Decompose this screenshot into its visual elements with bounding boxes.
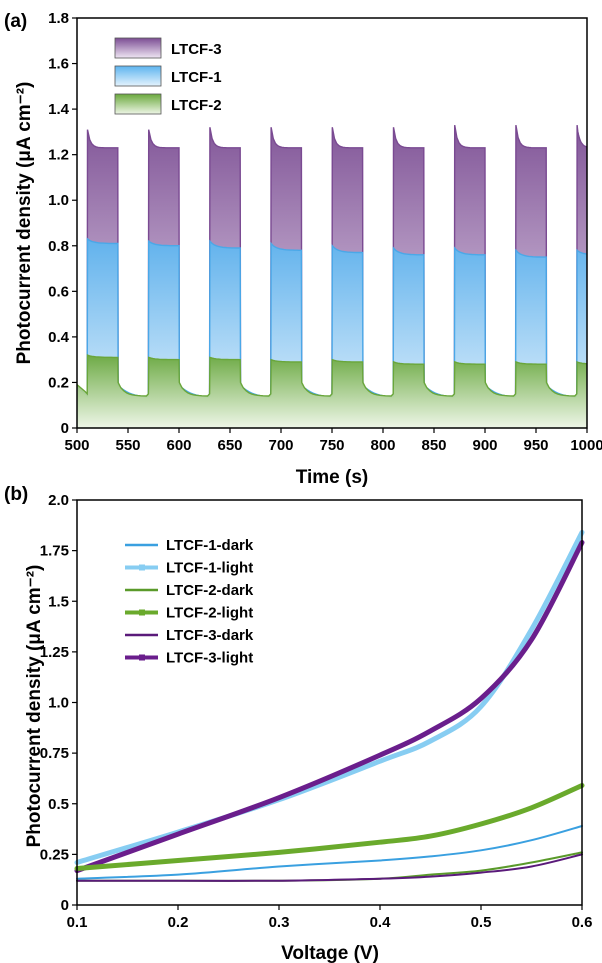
- panel-b-x-tick-label: 0.1: [67, 914, 88, 931]
- panel-a-plot-area: [76, 124, 588, 428]
- panel-a-legend-swatch-ltcf-1: [114, 65, 162, 87]
- panel-b-legend-marker-ltcf-3-light: [139, 654, 145, 661]
- panel-b-y-axis-label: Photocurrent density (μA cm⁻²): [24, 565, 45, 848]
- panel-a-x-tick-label: 800: [370, 437, 395, 454]
- panel-a-x-tick-label: 600: [166, 437, 191, 454]
- panel-a-legend-swatch-ltcf-2: [114, 93, 162, 115]
- panel-a-x-tick-label: 500: [64, 437, 89, 454]
- panel-a-x-tick-label: 1000: [570, 437, 602, 454]
- panel-b-legend-marker-ltcf-2-light: [139, 609, 145, 616]
- panel-b-line-ltcf-1-dark: [76, 825, 583, 880]
- panel-b-y-tick-label: 1.75: [40, 543, 69, 560]
- panel-a-y-tick-label: 0.6: [48, 283, 69, 300]
- panel-b-line-ltcf-3-light: [74, 540, 585, 874]
- panel-a-legend-label-ltcf-2: LTCF-2: [171, 97, 222, 114]
- panel-b-legend-marker-ltcf-1-light: [139, 564, 145, 571]
- panel-b-y-tick-label: 2.0: [48, 492, 69, 509]
- panel-b-legend-label-ltcf-1-light: LTCF-1-light: [166, 560, 253, 577]
- panel-b-legend-label-ltcf-3-light: LTCF-3-light: [166, 650, 253, 667]
- panel-a-legend-swatch-ltcf-3: [114, 37, 162, 59]
- panel-a-y-tick-label: 0.4: [48, 329, 70, 346]
- panel-b-y-tick-label: 1.25: [40, 644, 69, 661]
- panel-b-x-ticks: 0.1 0.2 0.3 0.4 0.5 0.6: [67, 905, 593, 931]
- panel-b-legend-label-ltcf-1-dark: LTCF-1-dark: [166, 537, 254, 554]
- panel-b-x-tick-label: 0.4: [370, 914, 392, 931]
- panel-a-y-tick-label: 1.8: [48, 10, 69, 27]
- panel-b-legend: LTCF-1-dark LTCF-1-light LTCF-2-dark LTCF-2…: [125, 537, 254, 667]
- panel-b-y-tick-label: 0: [61, 897, 69, 914]
- panel-b-line-ltcf-2-light: [74, 783, 585, 871]
- panel-a-legend-label-ltcf-3: LTCF-3: [171, 41, 222, 58]
- panel-a-line-ltcf-1: [76, 237, 588, 398]
- panel-b-chart: (b) 0.1 0.2 0.3 0.4 0.5 0.6 0 0.25 0.5 0.75 1.0 1.…: [4, 484, 592, 963]
- panel-b-line-ltcf-1-light: [74, 529, 585, 865]
- panel-a-x-tick-label: 900: [472, 437, 497, 454]
- panel-b-y-tick-label: 0.75: [40, 745, 69, 762]
- panel-b-y-ticks: 0 0.25 0.5 0.75 1.0 1.25 1.5 1.75 2.0: [40, 492, 77, 914]
- panel-b-line-ltcf-3-dark: [76, 853, 583, 882]
- panel-b-y-tick-label: 1.0: [48, 695, 69, 712]
- panel-a-line-ltcf-2: [76, 354, 588, 397]
- panel-b-legend-label-ltcf-3-dark: LTCF-3-dark: [166, 627, 254, 644]
- panel-b-y-tick-label: 1.5: [48, 593, 69, 610]
- panel-a-y-ticks: 0 0.2 0.4 0.6 0.8 1.0 1.2 1.4 1.6 1.8: [48, 10, 77, 437]
- panel-a-label: (a): [4, 11, 27, 32]
- panel-a-x-tick-label: 750: [319, 437, 344, 454]
- panel-a-x-tick-label: 950: [523, 437, 548, 454]
- panel-b-y-tick-label: 0.5: [48, 796, 69, 813]
- panel-b-x-axis-label: Voltage (V): [281, 943, 379, 963]
- panel-b-legend-label-ltcf-2-light: LTCF-2-light: [166, 605, 253, 622]
- panel-a-legend-label-ltcf-1: LTCF-1: [171, 69, 222, 86]
- panel-a-x-tick-label: 850: [421, 437, 446, 454]
- panel-a-x-tick-label: 700: [268, 437, 293, 454]
- panel-b-x-tick-label: 0.3: [269, 914, 290, 931]
- panel-b-x-tick-label: 0.6: [572, 914, 593, 931]
- panel-a-y-tick-label: 1.0: [48, 192, 69, 209]
- panel-a-x-axis-label: Time (s): [296, 467, 369, 488]
- panel-a-chart: (a) 500 550 600 650 700 750 800 850 900 950 1000 0…: [4, 10, 602, 488]
- panel-b-legend-label-ltcf-2-dark: LTCF-2-dark: [166, 582, 254, 599]
- panel-a-area-ltcf-2: [77, 355, 587, 428]
- panel-a-x-ticks: 500 550 600 650 700 750 800 850 900 950 1000: [64, 428, 602, 454]
- panel-b-plot-area: [74, 529, 585, 882]
- panel-a-y-tick-label: 0.8: [48, 238, 69, 255]
- panel-a-y-tick-label: 1.4: [48, 101, 70, 118]
- panel-a-y-tick-label: 1.6: [48, 56, 69, 73]
- panel-a-legend: LTCF-3 LTCF-1 LTCF-2: [114, 37, 222, 115]
- panel-a-line-ltcf-3: [76, 124, 588, 400]
- panel-a-y-axis-label: Photocurrent density (μA cm⁻²): [14, 82, 35, 365]
- panel-b-label: (b): [4, 484, 28, 505]
- panel-a-x-tick-label: 550: [115, 437, 140, 454]
- panel-a-y-tick-label: 1.2: [48, 147, 69, 164]
- panel-b-x-tick-label: 0.2: [168, 914, 189, 931]
- panel-b-x-tick-label: 0.5: [471, 914, 492, 931]
- panel-a-y-tick-label: 0.2: [48, 374, 69, 391]
- panel-a-y-tick-label: 0: [61, 420, 69, 437]
- panel-a-x-tick-label: 650: [217, 437, 242, 454]
- panel-b-y-tick-label: 0.25: [40, 846, 69, 863]
